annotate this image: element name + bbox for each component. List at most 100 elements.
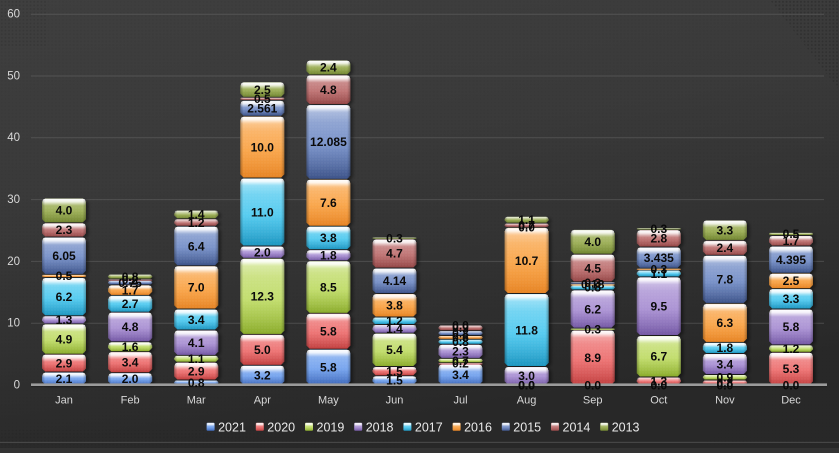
svg-text:3.4: 3.4 <box>188 313 205 327</box>
svg-text:60: 60 <box>7 9 20 21</box>
svg-text:1.7: 1.7 <box>122 283 139 297</box>
svg-text:0.7: 0.7 <box>452 354 469 368</box>
svg-text:2013: 2013 <box>612 421 640 435</box>
svg-text:0: 0 <box>14 379 20 391</box>
svg-text:4.9: 4.9 <box>56 332 73 346</box>
svg-text:0.2: 0.2 <box>122 273 139 287</box>
svg-text:1.7: 1.7 <box>783 234 800 248</box>
svg-text:11.0: 11.0 <box>251 205 274 219</box>
svg-text:1.2: 1.2 <box>188 216 205 230</box>
svg-text:1.1: 1.1 <box>518 213 535 227</box>
svg-text:0.8: 0.8 <box>452 326 469 340</box>
svg-text:0.8: 0.8 <box>188 376 205 390</box>
svg-text:2.0: 2.0 <box>122 372 139 386</box>
svg-text:1.3: 1.3 <box>56 313 73 327</box>
svg-text:0.3: 0.3 <box>650 222 667 236</box>
svg-text:5.3: 5.3 <box>783 362 800 376</box>
svg-text:0.8: 0.8 <box>584 281 601 295</box>
svg-text:4.5: 4.5 <box>584 261 601 275</box>
svg-text:Jun: Jun <box>386 395 404 407</box>
svg-text:2.4: 2.4 <box>320 61 337 75</box>
svg-text:May: May <box>318 395 339 407</box>
svg-text:Dec: Dec <box>781 395 801 407</box>
svg-text:Jan: Jan <box>55 395 73 407</box>
svg-text:12.3: 12.3 <box>251 290 275 304</box>
svg-text:3.0: 3.0 <box>518 369 535 383</box>
svg-text:12.085: 12.085 <box>310 135 347 149</box>
svg-text:50: 50 <box>7 70 20 82</box>
svg-text:9.5: 9.5 <box>650 300 667 314</box>
svg-text:0.5: 0.5 <box>254 92 271 106</box>
svg-text:Apr: Apr <box>254 395 271 407</box>
svg-text:0.0: 0.0 <box>650 378 667 392</box>
svg-text:7.0: 7.0 <box>188 281 205 295</box>
svg-text:3.4: 3.4 <box>717 357 734 371</box>
svg-text:0.8: 0.8 <box>452 335 469 349</box>
svg-text:0.3: 0.3 <box>386 231 403 245</box>
svg-text:1.1: 1.1 <box>188 352 205 366</box>
svg-text:0.6: 0.6 <box>452 331 469 345</box>
svg-text:5.0: 5.0 <box>254 343 271 357</box>
svg-text:3.4: 3.4 <box>122 355 139 369</box>
svg-text:2.7: 2.7 <box>122 297 139 311</box>
svg-text:7.6: 7.6 <box>320 196 337 210</box>
svg-text:0.9: 0.9 <box>717 371 734 385</box>
svg-text:1.8: 1.8 <box>320 249 337 263</box>
svg-text:Oct: Oct <box>650 395 667 407</box>
svg-text:8.5: 8.5 <box>320 280 337 294</box>
svg-text:6.2: 6.2 <box>584 302 601 316</box>
svg-text:1.2: 1.2 <box>386 314 403 328</box>
svg-text:2.8: 2.8 <box>650 232 667 246</box>
svg-text:2017: 2017 <box>415 421 443 435</box>
svg-text:7.8: 7.8 <box>717 273 734 287</box>
svg-text:0.9: 0.9 <box>452 321 469 335</box>
svg-text:10: 10 <box>7 318 20 330</box>
svg-text:2015: 2015 <box>513 421 541 435</box>
svg-text:4.395: 4.395 <box>776 253 806 267</box>
svg-text:4.14: 4.14 <box>383 274 407 288</box>
svg-text:Jul: Jul <box>453 395 467 407</box>
svg-text:0.5: 0.5 <box>783 227 800 241</box>
svg-text:1.5: 1.5 <box>386 364 403 378</box>
svg-text:4.0: 4.0 <box>56 204 73 218</box>
svg-text:4.1: 4.1 <box>188 336 205 350</box>
svg-text:0.75: 0.75 <box>118 276 142 290</box>
svg-text:5.4: 5.4 <box>386 343 403 357</box>
svg-text:2020: 2020 <box>267 421 295 435</box>
svg-text:2016: 2016 <box>464 421 492 435</box>
svg-text:0.0: 0.0 <box>783 378 800 392</box>
svg-text:11.8: 11.8 <box>515 323 538 337</box>
svg-text:Feb: Feb <box>121 395 140 407</box>
svg-text:0.0: 0.0 <box>717 378 734 392</box>
svg-text:3.435: 3.435 <box>644 251 674 265</box>
svg-text:4.0: 4.0 <box>584 235 601 249</box>
svg-text:0.0: 0.0 <box>518 378 535 392</box>
svg-text:Aug: Aug <box>517 395 537 407</box>
svg-text:8.9: 8.9 <box>584 351 601 365</box>
svg-text:6.4: 6.4 <box>188 239 205 253</box>
svg-text:0.3: 0.3 <box>650 262 667 276</box>
svg-text:1.8: 1.8 <box>717 341 734 355</box>
svg-text:1.3: 1.3 <box>650 374 667 388</box>
svg-text:Mar: Mar <box>187 395 206 407</box>
svg-text:1.1: 1.1 <box>650 267 667 281</box>
svg-text:2.3: 2.3 <box>56 223 73 237</box>
svg-text:2.1: 2.1 <box>56 372 73 386</box>
svg-text:3.3: 3.3 <box>717 223 734 237</box>
svg-text:2.5: 2.5 <box>783 274 800 288</box>
svg-text:0.18: 0.18 <box>581 278 605 292</box>
svg-text:Nov: Nov <box>715 395 735 407</box>
svg-text:5.8: 5.8 <box>320 360 337 374</box>
svg-text:10.7: 10.7 <box>515 254 539 268</box>
svg-text:20: 20 <box>7 256 20 268</box>
svg-text:0.0: 0.0 <box>452 318 469 332</box>
svg-text:3.3: 3.3 <box>783 292 800 306</box>
svg-text:0.8: 0.8 <box>122 270 139 284</box>
svg-text:0.0: 0.0 <box>518 378 535 392</box>
svg-text:3.2: 3.2 <box>254 368 271 382</box>
svg-text:1.5: 1.5 <box>386 374 403 388</box>
svg-text:4.8: 4.8 <box>320 83 337 97</box>
svg-text:1.4: 1.4 <box>386 322 403 336</box>
svg-text:0.3: 0.3 <box>584 276 601 290</box>
svg-text:2014: 2014 <box>563 421 591 435</box>
